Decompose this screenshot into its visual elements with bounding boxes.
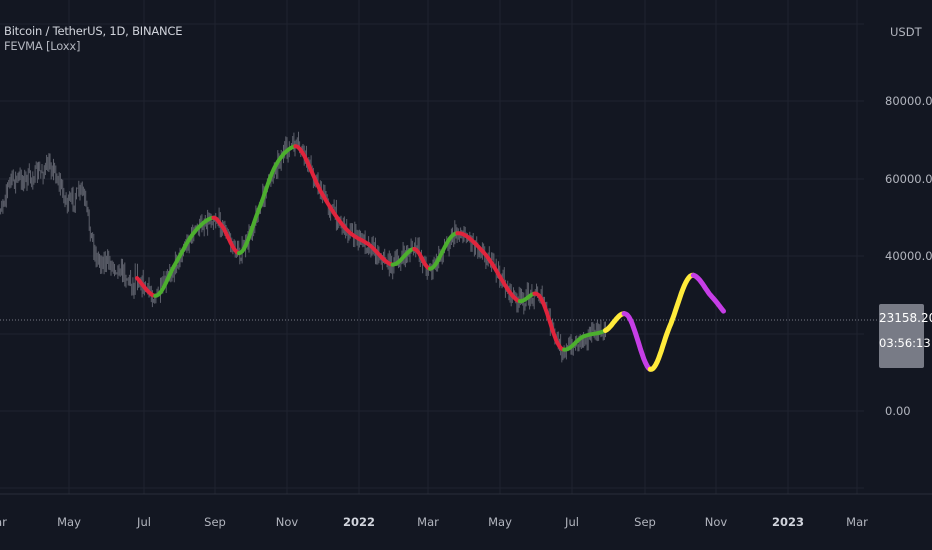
time-tick-label: 2022	[342, 515, 376, 529]
last-price-value: 23158.20	[879, 311, 932, 325]
fevma-forecast-segment	[647, 272, 696, 372]
time-tick-label: Nov	[704, 515, 728, 529]
time-tick-label: 2023	[771, 515, 805, 529]
time-tick-label: Nov	[275, 515, 299, 529]
fevma-segment	[153, 215, 216, 298]
fevma-forecast-segment	[603, 311, 627, 333]
fevma-segment	[517, 291, 537, 304]
symbol-title[interactable]: Bitcoin / TetherUS, 1D, BINANCE	[4, 24, 183, 38]
price-tick-label: 80000.00	[885, 94, 932, 108]
fevma-segment	[135, 276, 158, 298]
fevma-segment	[532, 291, 567, 352]
fevma-segment	[455, 231, 522, 304]
price-candles	[0, 131, 606, 363]
price-tick-label: 40000.00	[885, 249, 932, 263]
price-tick-label: 60000.00	[885, 172, 932, 186]
fevma-segment	[293, 144, 395, 267]
fevma-forecast-segment	[690, 272, 726, 314]
time-tick-label: Mar	[846, 515, 868, 529]
time-tick-label: Jul	[565, 515, 579, 529]
time-tick-label: May	[57, 515, 81, 529]
last-price-badge: 23158.20 03:56:13	[879, 304, 932, 368]
fevma-line	[135, 144, 726, 372]
fevma-segment	[390, 247, 417, 267]
price-axis-currency: USDT	[890, 25, 922, 39]
price-axis[interactable]	[864, 0, 932, 494]
time-tick-label: Sep	[204, 515, 226, 529]
bar-countdown: 03:56:13	[879, 336, 931, 350]
fevma-segment	[211, 215, 241, 256]
time-tick-label: Sep	[634, 515, 656, 529]
fevma-segment	[236, 144, 298, 256]
indicator-label[interactable]: FEVMA [Loxx]	[4, 39, 81, 53]
time-tick-label: Jul	[137, 515, 151, 529]
fevma-segment	[428, 231, 460, 271]
chart-grid	[0, 0, 864, 494]
time-tick-label: Mar	[417, 515, 439, 529]
price-tick-label: 0.00	[885, 404, 911, 418]
fevma-segment	[562, 328, 608, 352]
fevma-segment	[412, 247, 432, 271]
fevma-forecast-segment	[621, 311, 653, 372]
time-tick-label: ar	[0, 515, 7, 529]
time-tick-label: May	[488, 515, 512, 529]
